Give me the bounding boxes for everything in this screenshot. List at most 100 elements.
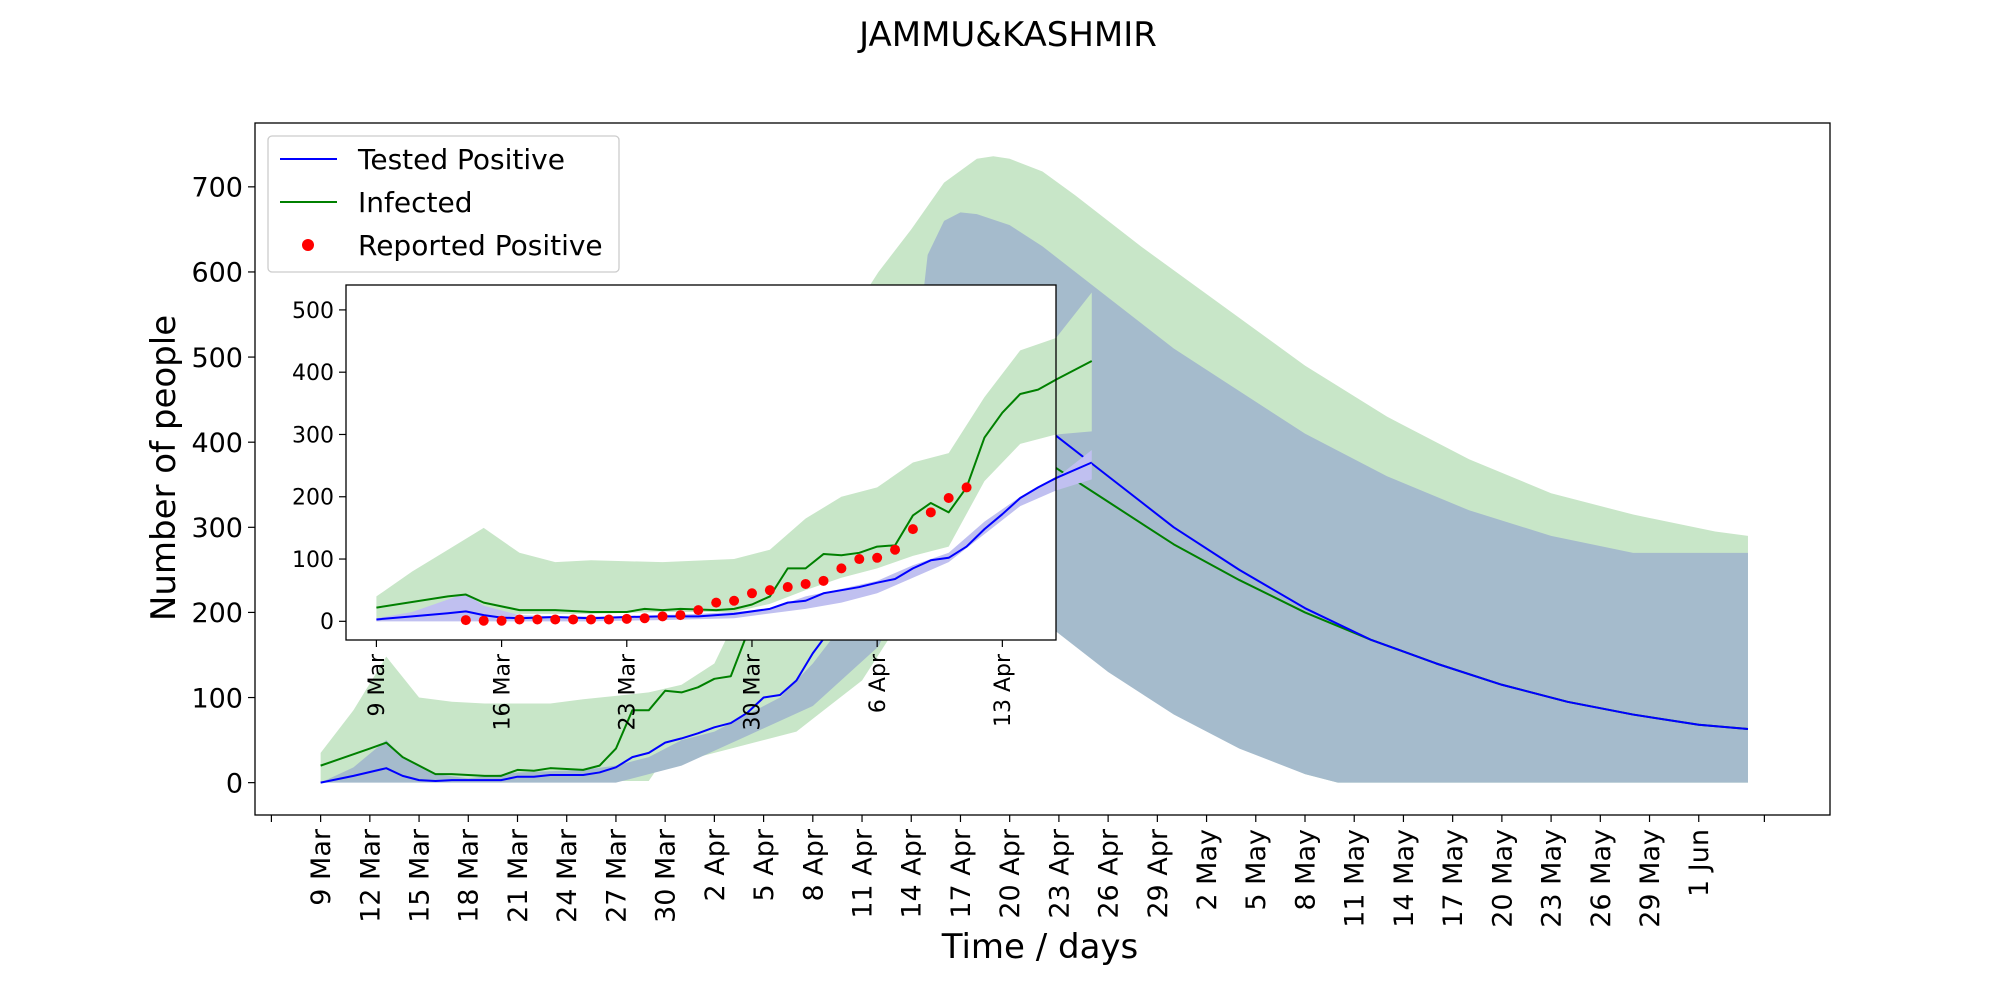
main-x-tick-label-4: 21 Mar [503,828,534,923]
main-x-tick-label-21: 11 May [1340,829,1371,928]
main-x-tick-label-12: 14 Apr [897,828,928,919]
main-plot-frame [254,122,1831,816]
inset-point-reported-positive-13 [693,605,704,616]
main-x-tick-label-9: 5 Apr [749,828,780,901]
inset-y-tick-label-3: 300 [292,423,334,448]
inset-point-reported-positive-17 [764,585,775,596]
inset-band-infected-range [376,292,1092,619]
legend-label-reported-positive: Reported Positive [358,229,603,262]
main-y-tick-label-6: 600 [191,258,243,289]
inset-point-reported-positive-2 [496,615,507,626]
inset-point-reported-positive-19 [800,578,811,589]
inset-point-reported-positive-16 [746,588,757,599]
inset-plot: 9 Mar 16 Mar 23 Mar 30 Mar 6 Apr 13 Apr 0 100 2… [292,284,1093,731]
inset-point-reported-positive-4 [532,614,543,625]
main-x-tick-label-22: 14 May [1389,829,1420,928]
inset-point-reported-positive-24 [890,544,901,555]
inset-point-reported-positive-14 [711,597,722,608]
main-x-tick-label-2: 15 Mar [405,828,436,923]
main-y-tick-label-2: 200 [191,598,243,629]
main-y-tick-label-3: 300 [191,513,243,544]
main-x-tick-label-5: 24 Mar [552,828,583,923]
main-x-tick-label-15: 23 Apr [1044,828,1075,919]
inset-point-reported-positive-5 [550,614,561,625]
x-axis-label: Time / days [941,927,1139,967]
main-x-tick-label-18: 2 May [1192,829,1223,911]
inset-point-reported-positive-18 [782,582,793,593]
inset-point-reported-positive-21 [836,563,847,574]
main-x-tick-label-19: 5 May [1241,829,1272,911]
inset-point-reported-positive-22 [854,554,865,565]
inset-point-reported-positive-6 [568,614,579,625]
inset-line-infected [376,360,1093,613]
inset-point-reported-positive-23 [872,552,883,563]
inset-x-tick-label-0: 9 Mar [365,653,390,716]
inset-point-reported-positive-1 [478,615,489,626]
main-x-tick-label-8: 2 Apr [700,828,731,901]
inset-x-tick-label-4: 6 Apr [866,653,891,713]
inset-y-tick-label-0: 0 [320,610,334,635]
inset-point-reported-positive-25 [907,524,918,535]
inset-point-reported-positive-15 [729,595,740,606]
inset-x-tick-label-2: 23 Mar [615,653,640,730]
main-x-tick-label-28: 1 Jun [1684,829,1715,897]
main-x-tick-label-17: 29 Apr [1143,828,1174,919]
main-x-tick-label-10: 8 Apr [798,828,829,901]
inset-point-reported-positive-3 [514,614,525,625]
inset-x-tick-label-1: 16 Mar [490,653,515,730]
legend-marker-reported-positive [302,239,314,251]
main-x-tick-label-1: 12 Mar [355,828,386,923]
legend-label-tested-positive: Tested Positive [357,143,565,176]
inset-point-reported-positive-11 [657,611,668,622]
main-x-tick-label-3: 18 Mar [454,828,485,923]
inset-point-reported-positive-27 [943,493,954,503]
inset-y-tick-label-2: 200 [292,486,334,511]
inset-y-axis: 0 100 200 300 400 500 [292,299,346,635]
chart-title: JAMMU&KASHMIR [857,15,1157,55]
main-y-tick-label-0: 0 [226,768,243,799]
inset-point-reported-positive-8 [603,614,614,625]
main-y-tick-label-1: 100 [191,683,243,714]
main-line-tested-positive [320,388,1749,784]
inset-plot-frame [345,284,1057,641]
main-y-tick-label-7: 700 [191,173,243,204]
main-x-axis: 9 Mar 12 Mar 15 Mar 18 Mar 21 Mar 24 Mar 27 Ma… [270,815,1765,928]
main-x-tick-label-23: 17 May [1438,829,1469,928]
inset-y-tick-label-4: 400 [292,361,334,386]
main-x-tick-label-16: 26 Apr [1094,828,1125,919]
main-x-tick-label-20: 8 May [1290,829,1321,911]
legend-box [267,135,620,273]
inset-x-axis: 9 Mar 16 Mar 23 Mar 30 Mar 6 Apr 13 Apr [365,640,1016,731]
inset-y-tick-label-5: 500 [292,299,334,324]
inset-bands [376,292,1092,622]
inset-point-reported-positive-10 [639,613,650,624]
inset-x-tick-label-5: 13 Apr [991,653,1016,727]
inset-point-reported-positive-7 [586,614,597,625]
main-x-tick-label-25: 23 May [1537,829,1568,928]
legend: Tested Positive Infected Reported Positi… [267,135,620,273]
main-y-tick-label-5: 500 [191,343,243,374]
inset-x-tick-label-3: 30 Mar [741,653,766,730]
main-x-tick-label-24: 20 May [1487,829,1518,928]
main-x-tick-label-26: 26 May [1586,829,1617,928]
inset-point-reported-positive-28 [961,482,972,493]
main-x-tick-label-14: 20 Apr [995,828,1026,919]
main-x-tick-label-7: 30 Mar [651,828,682,923]
y-axis-label: Number of people [144,315,184,621]
main-x-tick-label-6: 27 Mar [601,828,632,923]
inset-point-reported-positive-20 [818,575,829,586]
main-x-tick-label-0: 9 Mar [306,828,337,906]
main-y-axis: 0 100 200 300 400 500 600 700 [191,173,255,799]
main-y-tick-label-4: 400 [191,428,243,459]
main-x-tick-label-27: 29 May [1635,829,1666,928]
main-x-tick-label-11: 11 Apr [847,828,878,919]
main-x-tick-label-13: 17 Apr [946,828,977,919]
inset-points [460,482,972,626]
inset-point-reported-positive-9 [621,613,632,624]
inset-point-reported-positive-26 [925,507,936,518]
legend-label-infected: Infected [358,186,472,219]
inset-y-tick-label-1: 100 [292,548,334,573]
inset-point-reported-positive-12 [675,610,686,621]
inset-point-reported-positive-0 [460,615,471,626]
